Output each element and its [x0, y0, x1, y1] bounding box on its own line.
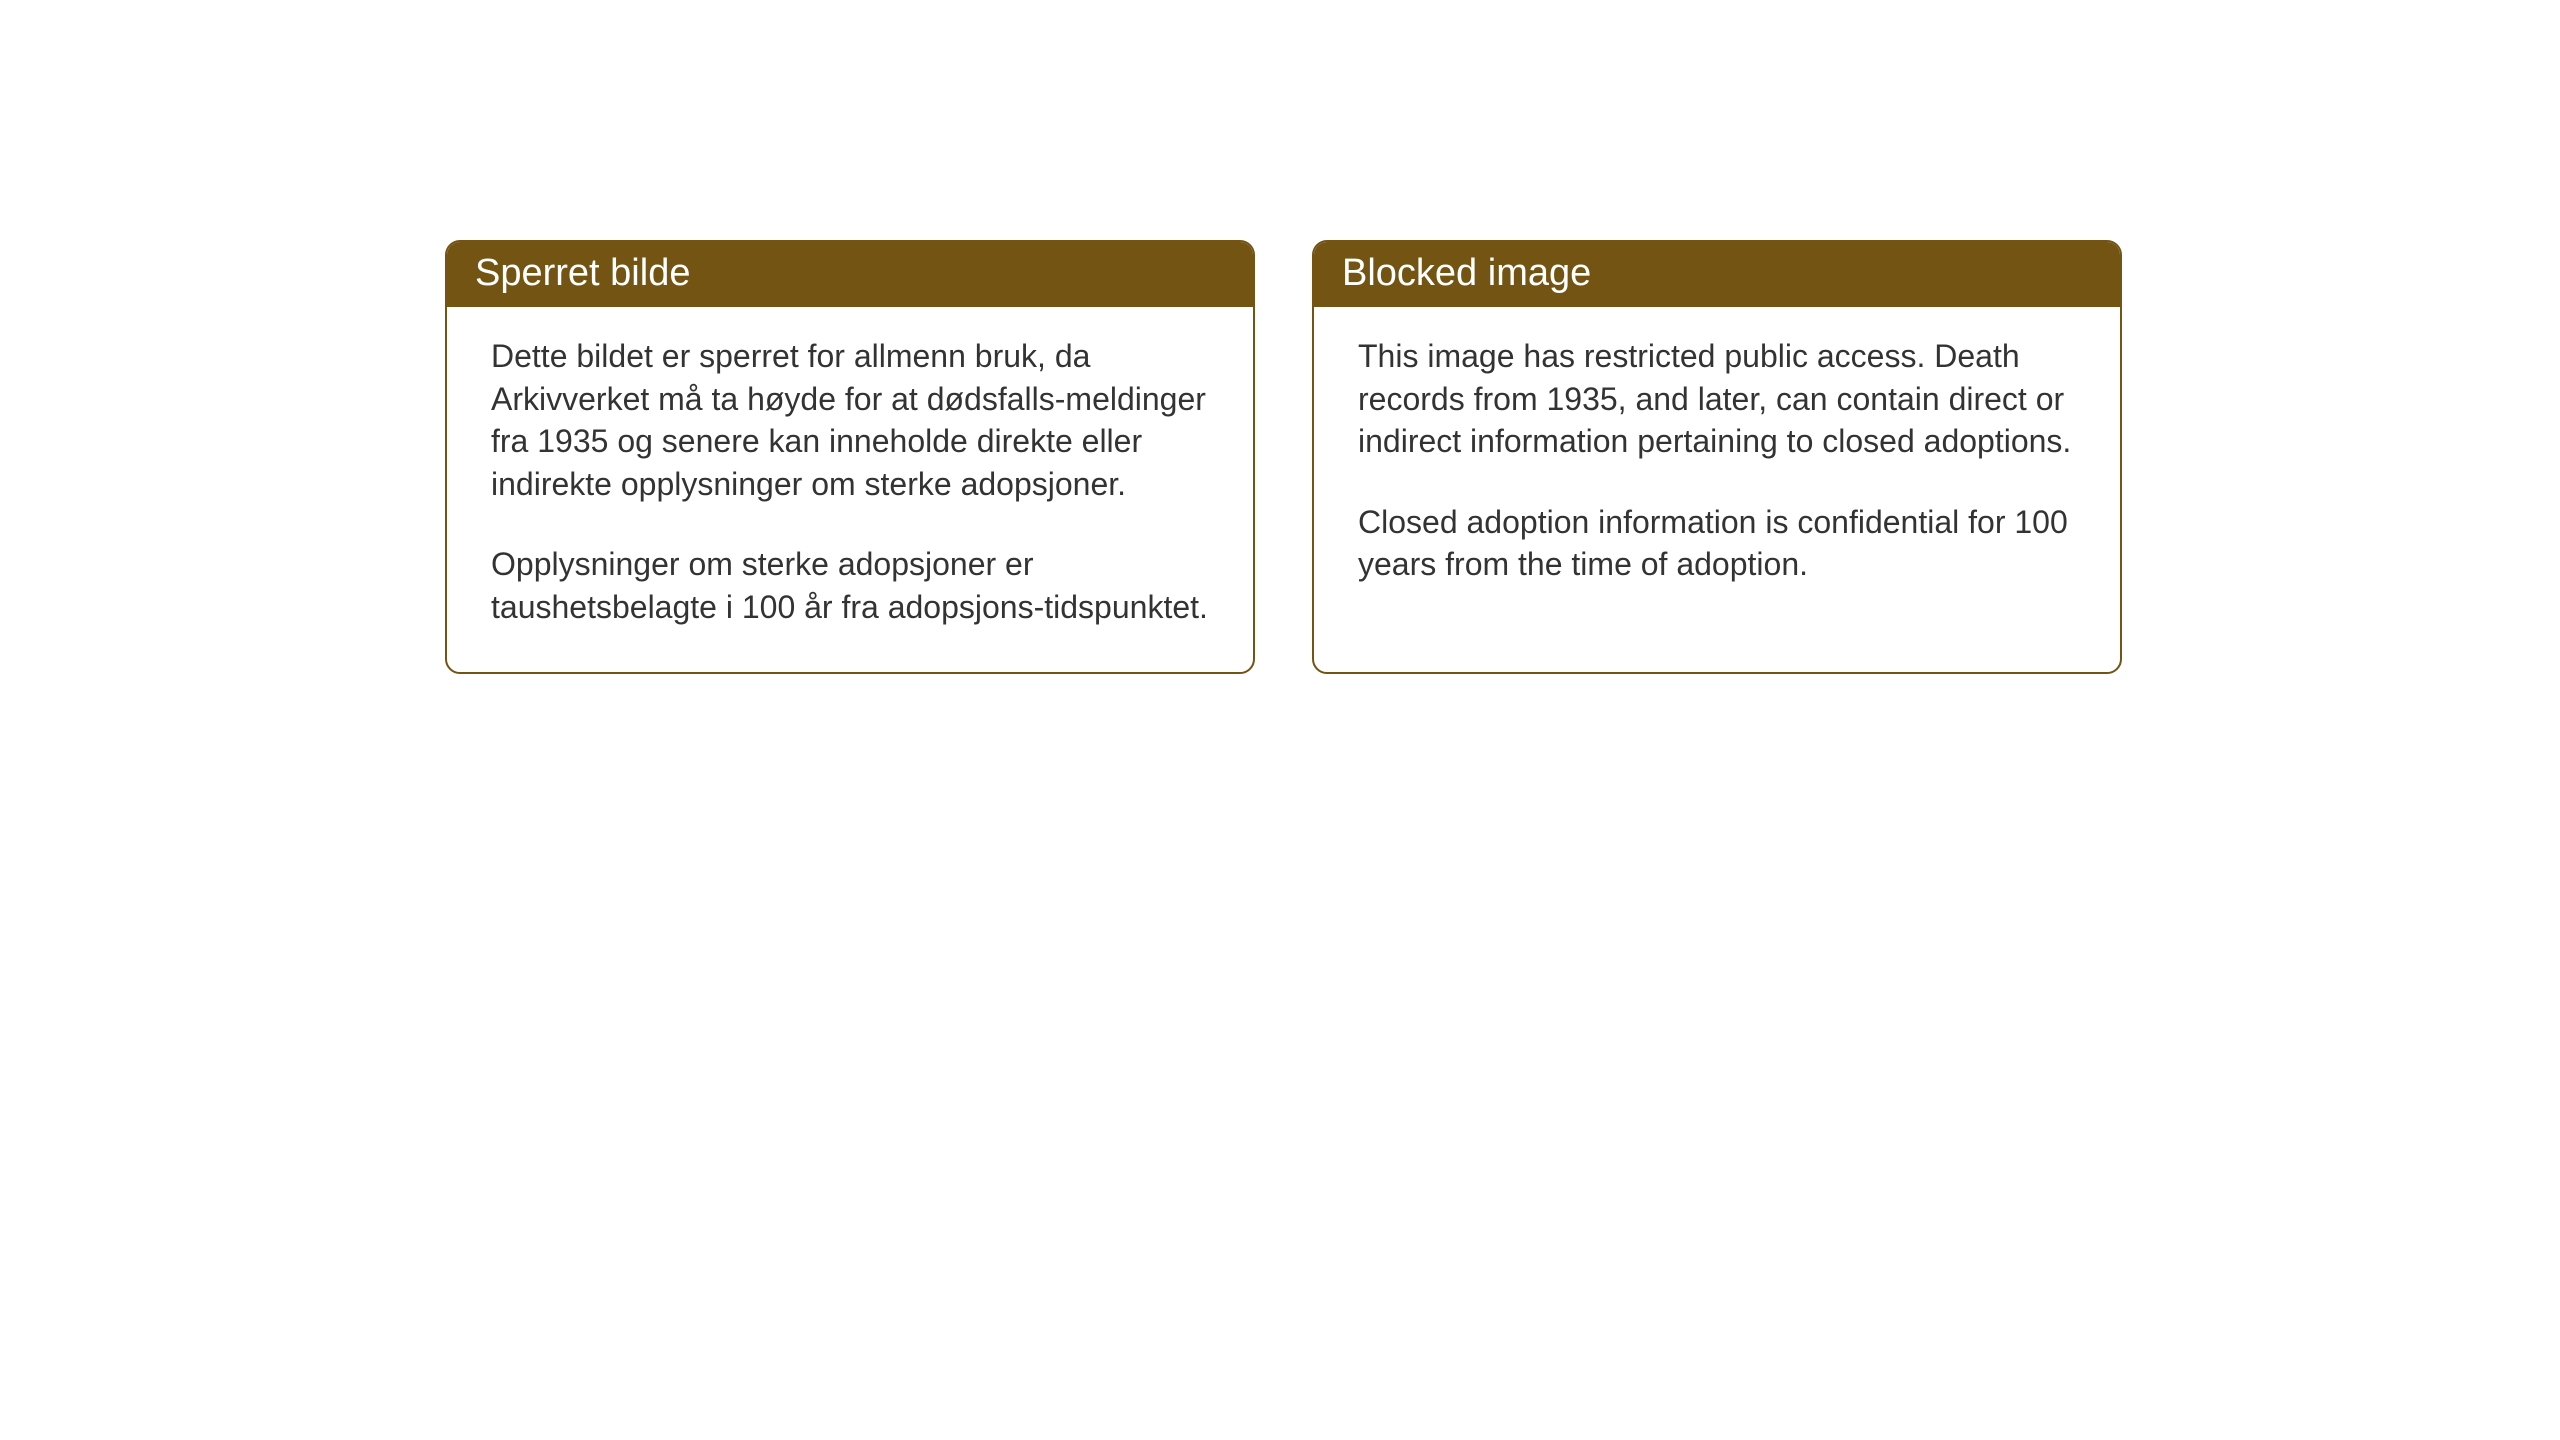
notice-container: Sperret bilde Dette bildet er sperret fo… — [445, 240, 2122, 674]
card-body-norwegian: Dette bildet er sperret for allmenn bruk… — [447, 307, 1253, 672]
notice-card-norwegian: Sperret bilde Dette bildet er sperret fo… — [445, 240, 1255, 674]
paragraph-text: Dette bildet er sperret for allmenn bruk… — [491, 335, 1209, 505]
card-body-english: This image has restricted public access.… — [1314, 307, 2120, 672]
notice-card-english: Blocked image This image has restricted … — [1312, 240, 2122, 674]
card-title: Blocked image — [1342, 252, 1591, 294]
paragraph-text: This image has restricted public access.… — [1358, 335, 2076, 463]
paragraph-text: Opplysninger om sterke adopsjoner er tau… — [491, 543, 1209, 628]
card-header-english: Blocked image — [1314, 242, 2120, 307]
paragraph-text: Closed adoption information is confident… — [1358, 501, 2076, 586]
card-title: Sperret bilde — [475, 252, 690, 294]
card-header-norwegian: Sperret bilde — [447, 242, 1253, 307]
